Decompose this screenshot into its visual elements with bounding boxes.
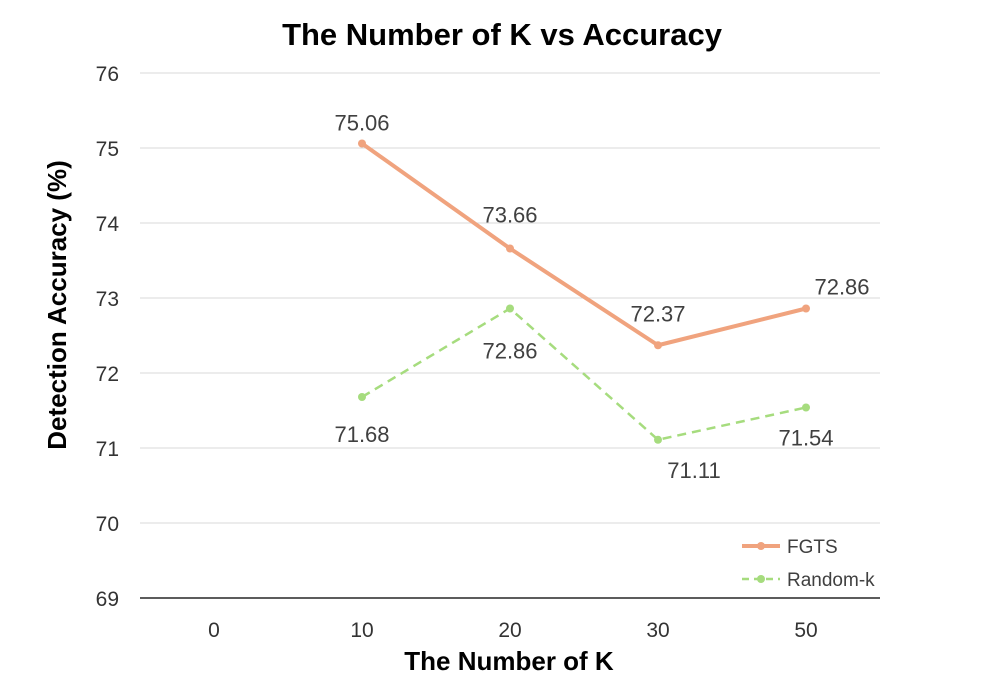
legend-label-random-k: Random-k: [787, 570, 875, 591]
series-line-random-k: [361, 307, 807, 441]
y-axis-title: Detection Accuracy (%): [42, 160, 72, 449]
x-tick-label: 0: [208, 619, 220, 642]
y-tick-label: 72: [96, 363, 119, 386]
y-tick-label: 75: [96, 138, 119, 161]
x-tick-label: 20: [498, 619, 521, 642]
data-label-random-k: 72.86: [482, 339, 537, 364]
x-axis-title: The Number of K: [404, 646, 614, 676]
y-tick-label: 73: [96, 288, 119, 311]
data-label-fgts: 72.86: [814, 275, 869, 300]
data-point-random-k: [358, 393, 366, 401]
legend-marker-fgts: [757, 542, 765, 550]
data-label-fgts: 75.06: [334, 111, 389, 136]
y-tick-label: 71: [96, 438, 119, 461]
data-label-fgts: 73.66: [482, 203, 537, 228]
data-label-random-k: 71.68: [334, 422, 389, 447]
data-label-random-k: 71.11: [667, 458, 720, 483]
legend: FGTS Random-k: [742, 537, 875, 591]
data-labels: 75.06 73.66 72.37 72.86 71.68 72.86 71.11 71.54: [334, 111, 869, 483]
chart-title: The Number of K vs Accuracy: [282, 17, 723, 52]
data-label-random-k: 71.54: [778, 426, 833, 451]
series-line-fgts: [360, 141, 807, 348]
data-point-fgts: [654, 341, 662, 350]
series-layer: [358, 139, 810, 444]
data-point-random-k: [802, 403, 810, 412]
x-tick-label: 30: [646, 619, 669, 642]
x-axis-ticks: 0 10 20 30 50: [208, 619, 818, 642]
y-axis-ticks: 69 70 71 72 73 74 75 76: [96, 63, 120, 611]
y-tick-label: 76: [96, 63, 119, 86]
legend-label-fgts: FGTS: [787, 537, 838, 558]
y-tick-label: 69: [96, 588, 119, 611]
y-tick-label: 74: [96, 213, 120, 236]
y-tick-label: 70: [96, 513, 119, 536]
gridlines: [140, 72, 880, 599]
data-point-fgts: [358, 139, 366, 148]
x-tick-label: 10: [350, 619, 373, 642]
data-point-fgts: [506, 244, 514, 253]
data-point-random-k: [654, 435, 662, 444]
data-point-fgts: [802, 304, 810, 313]
data-point-random-k: [506, 304, 514, 313]
legend-marker-random-k: [757, 575, 765, 583]
data-label-fgts: 72.37: [630, 301, 685, 326]
x-tick-label: 50: [794, 619, 817, 642]
